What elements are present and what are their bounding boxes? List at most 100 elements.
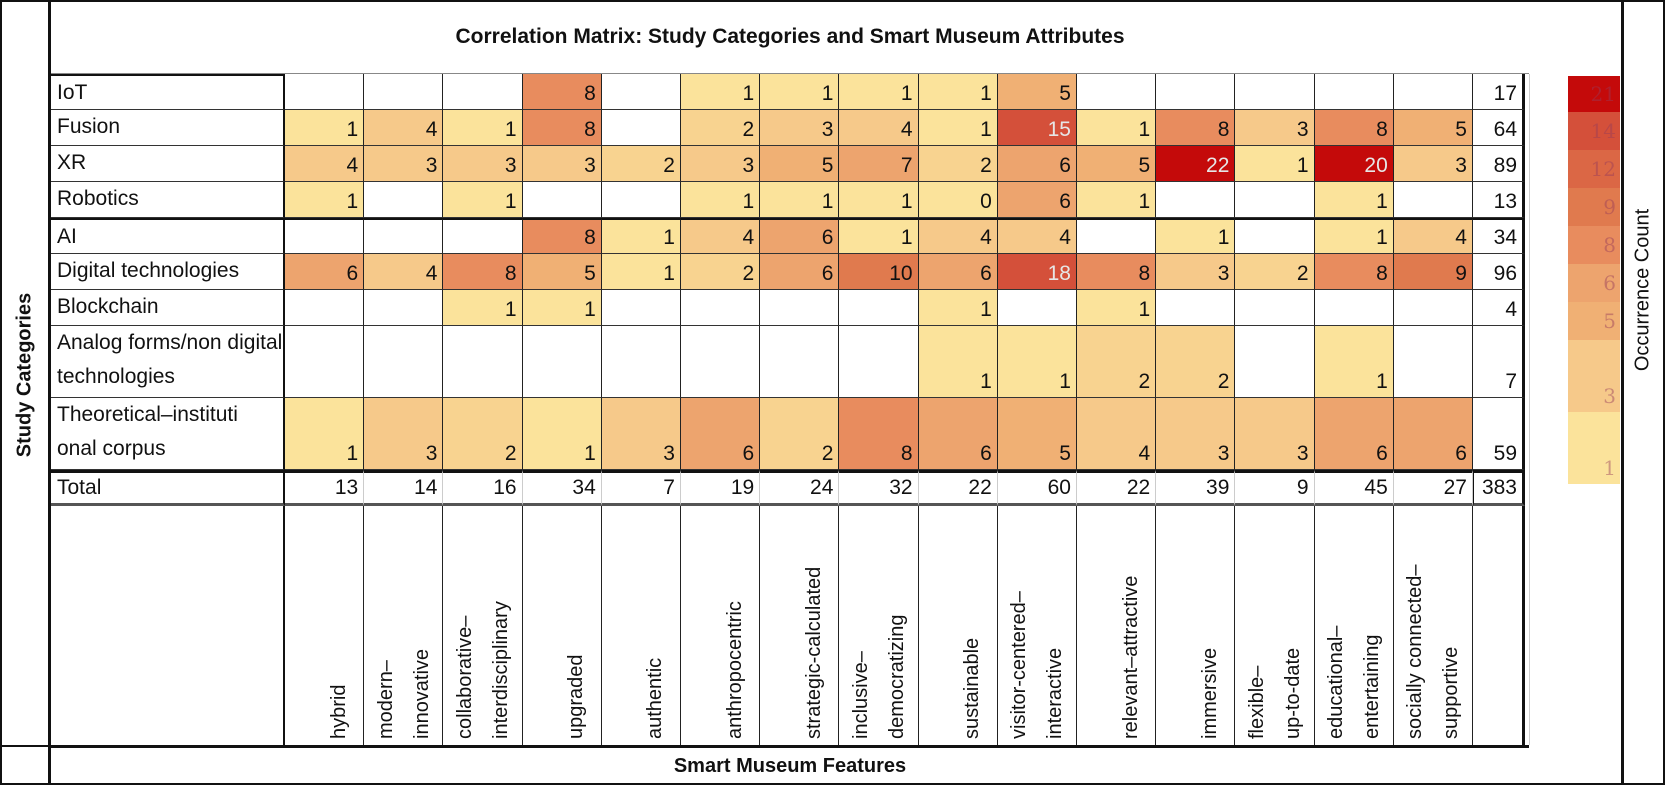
heatmap-cell: 3	[1393, 146, 1473, 182]
heatmap-cell: 1	[443, 290, 523, 326]
row-label: Blockchain	[51, 290, 285, 326]
row-total-cell: 64	[1473, 110, 1525, 146]
heatmap-cell	[839, 290, 919, 326]
heatmap-cell: 3	[1235, 110, 1315, 146]
column-header: visitor-centered– interactive	[998, 506, 1077, 745]
heatmap-cell: 1	[601, 218, 681, 254]
heatmap-cell	[1235, 218, 1315, 254]
heatmap-cell: 6	[1393, 398, 1473, 470]
heatmap-cell: 1	[285, 398, 365, 470]
heatmap-cell: 8	[522, 74, 602, 110]
heatmap-cell: 1	[839, 74, 919, 110]
heatmap-cell: 4	[364, 254, 444, 290]
heatmap-cell: 8	[522, 218, 602, 254]
heatmap-cell: 1	[1314, 218, 1394, 254]
heatmap-cell	[1077, 74, 1157, 110]
column-total-cell: 13	[285, 470, 365, 506]
legend-label: 9	[1603, 195, 1616, 219]
heatmap-cell: 1	[1314, 326, 1394, 398]
legend-title: Occurrence Count	[1631, 208, 1654, 372]
heatmap-cell: 4	[285, 146, 365, 182]
heatmap-cell	[364, 218, 444, 254]
heatmap-cell: 3	[1235, 398, 1315, 470]
heatmap-cell: 5	[760, 146, 840, 182]
heatmap-cell: 2	[1077, 326, 1157, 398]
legend-label: 12	[1590, 157, 1616, 181]
heatmap-cell: 3	[1156, 398, 1236, 470]
heatmap-cell	[443, 74, 523, 110]
heatmap-cell: 3	[681, 146, 761, 182]
row-label: Fusion	[51, 110, 285, 146]
column-header-label: collaborative– interdisciplinary	[453, 601, 512, 739]
heatmap-cell: 8	[1314, 110, 1394, 146]
column-header: socially connected– supportive	[1394, 506, 1473, 745]
heatmap-cell: 6	[918, 254, 998, 290]
column-header: authentic	[602, 506, 681, 745]
heatmap-cell: 1	[1156, 218, 1236, 254]
heatmap-cell: 1	[839, 182, 919, 218]
heatmap-cell	[760, 326, 840, 398]
heatmap-cell: 2	[760, 398, 840, 470]
heatmap-cell: 1	[522, 398, 602, 470]
heatmap-cell	[1393, 74, 1473, 110]
heatmap-cell: 1	[285, 110, 365, 146]
column-total-cell: 19	[681, 470, 761, 506]
heatmap-cell	[601, 290, 681, 326]
heatmap-cell: 8	[839, 398, 919, 470]
column-header: strategic-calculated	[760, 506, 840, 745]
heatmap-cell: 3	[443, 146, 523, 182]
heatmap-cell: 0	[918, 182, 998, 218]
heatmap-cell	[601, 326, 681, 398]
row-total-cell: 7	[1473, 326, 1525, 398]
legend-swatch: 1	[1568, 412, 1620, 484]
heatmap-cell: 1	[1077, 182, 1157, 218]
heatmap-cell	[364, 326, 444, 398]
heatmap-cell: 1	[760, 74, 840, 110]
heatmap-cell: 6	[918, 398, 998, 470]
heatmap-cell: 1	[1077, 110, 1157, 146]
column-header-label: relevant–attractive	[1119, 575, 1142, 739]
heatmap-cell	[364, 74, 444, 110]
heatmap-cell	[839, 326, 919, 398]
column-total-cell: 16	[443, 470, 523, 506]
heatmap-cell	[681, 326, 761, 398]
heatmap-cell: 4	[681, 218, 761, 254]
heatmap-cell	[1314, 74, 1394, 110]
heatmap-cell: 1	[443, 110, 523, 146]
heatmap-cell: 5	[1393, 110, 1473, 146]
legend-title-panel	[1621, 0, 1665, 785]
column-header: educational– entertaining	[1315, 506, 1394, 745]
column-header-label: socially connected– supportive	[1404, 564, 1463, 739]
heatmap-cell: 8	[522, 110, 602, 146]
row-label: AI	[51, 218, 285, 254]
heatmap-cell: 6	[997, 146, 1077, 182]
corner-cell	[0, 745, 51, 785]
heatmap-cell: 1	[601, 254, 681, 290]
heatmap-cell: 1	[997, 326, 1077, 398]
column-header: flexible– up-to-date	[1235, 506, 1315, 745]
column-total-cell: 39	[1156, 470, 1236, 506]
heatmap-cell: 3	[364, 146, 444, 182]
column-header-label: immersive	[1198, 647, 1221, 739]
column-total-cell: 22	[918, 470, 998, 506]
column-header-label: sustainable	[961, 637, 984, 739]
heatmap-cell	[522, 182, 602, 218]
column-header-label: modern– innovative	[374, 648, 433, 739]
heatmap-cell: 8	[443, 254, 523, 290]
row-label: Robotics	[51, 182, 285, 218]
legend-label: 14	[1590, 119, 1616, 143]
legend-label: 5	[1603, 309, 1616, 333]
column-total-cell: 32	[839, 470, 919, 506]
x-axis-label: Smart Museum Features	[51, 745, 1529, 785]
legend-label: 8	[1603, 233, 1616, 257]
heatmap-cell: 22	[1156, 146, 1236, 182]
column-header-label: anthropocentric	[723, 601, 746, 739]
heatmap-cell: 2	[918, 146, 998, 182]
heatmap-cell: 5	[1077, 146, 1157, 182]
column-header: immersive	[1156, 506, 1236, 745]
total-column-header	[1473, 506, 1525, 745]
legend-label: 6	[1603, 271, 1616, 295]
heatmap-cell: 5	[522, 254, 602, 290]
heatmap-cell	[1235, 182, 1315, 218]
header-label-spacer	[51, 506, 285, 745]
